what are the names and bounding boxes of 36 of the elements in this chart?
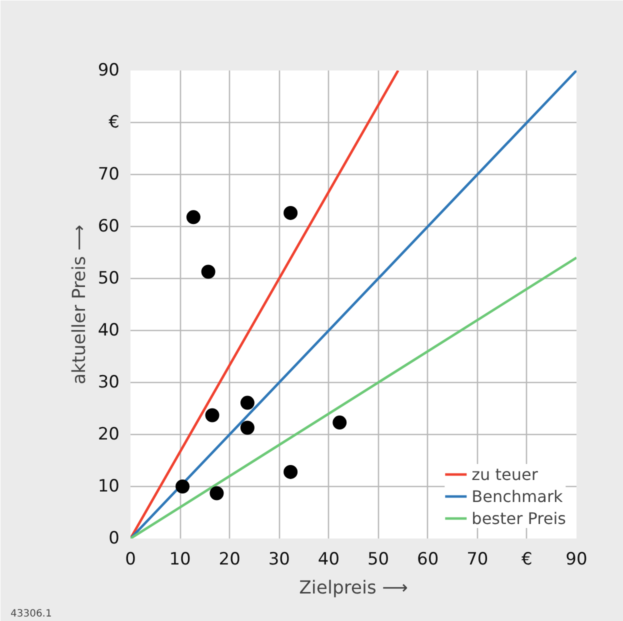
legend-label: zu teuer — [472, 464, 538, 484]
point — [284, 464, 298, 479]
y-tick-label: 70 — [98, 164, 120, 184]
y-tick-label: 0 — [108, 528, 120, 548]
x-tick-label: 20 — [218, 550, 240, 570]
y-tick-label: 40 — [98, 320, 120, 340]
point — [240, 420, 254, 435]
y-tick-label: 20 — [98, 424, 120, 444]
point — [240, 396, 254, 410]
x-tick-label: 90 — [566, 550, 588, 570]
x-tick-label: 10 — [169, 550, 191, 570]
point — [284, 206, 298, 220]
x-tick-label: 0 — [125, 550, 136, 570]
y-tick-label: 10 — [98, 476, 120, 496]
x-axis-title: Zielpreis ⟶ — [299, 578, 408, 598]
y-tick-label: 50 — [98, 268, 120, 288]
x-tick-label: € — [522, 550, 532, 570]
y-tick-label: € — [108, 112, 120, 132]
x-tick-label: 30 — [268, 550, 290, 570]
point — [186, 210, 200, 224]
x-tick-label: 60 — [417, 550, 439, 570]
y-tick-label: 30 — [98, 372, 120, 392]
point — [210, 486, 224, 500]
point — [201, 264, 216, 279]
legend-label: Benchmark — [472, 486, 563, 506]
y-tick-label: 60 — [98, 216, 120, 236]
text: 43306.1 — [10, 608, 52, 620]
point — [176, 480, 190, 494]
point — [332, 416, 347, 430]
point — [205, 408, 220, 422]
x-tick-label: 50 — [367, 550, 390, 570]
x-tick-label: 40 — [318, 550, 340, 570]
legend-label: bester Preis — [472, 508, 566, 528]
y-axis-title: aktueller Preis ⟶ — [68, 224, 90, 384]
y-tick-label: 90 — [98, 60, 120, 80]
x-tick-label: 70 — [466, 550, 488, 570]
